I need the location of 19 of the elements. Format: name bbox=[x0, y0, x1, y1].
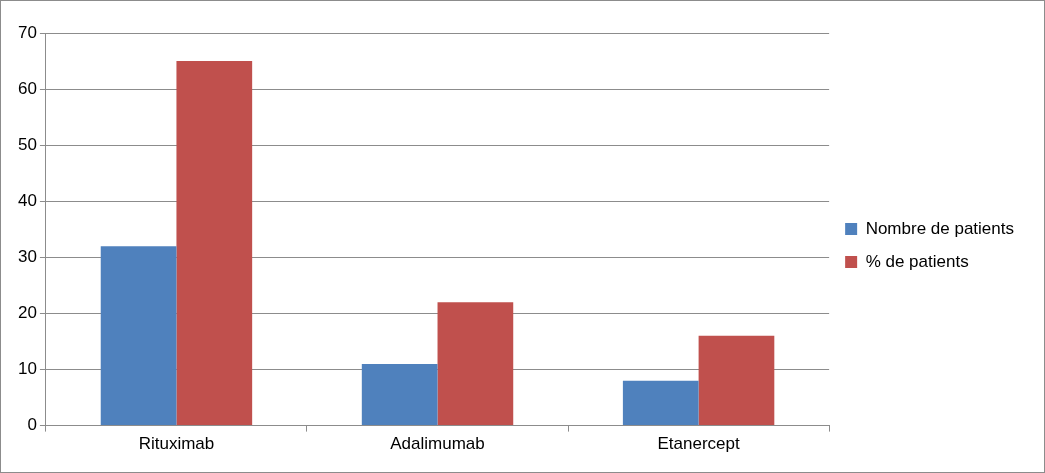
y-tick-label: 20 bbox=[17, 303, 37, 323]
y-tick-label: 70 bbox=[17, 22, 37, 42]
bar bbox=[698, 335, 775, 426]
bar bbox=[361, 363, 438, 426]
bar bbox=[437, 302, 514, 426]
y-tick-label: 60 bbox=[17, 78, 37, 98]
y-tick-label: 0 bbox=[27, 415, 37, 435]
y-tick-label: 50 bbox=[17, 134, 37, 154]
y-tick-label: 40 bbox=[17, 190, 37, 210]
bar bbox=[100, 246, 177, 426]
bar bbox=[622, 380, 699, 426]
y-tick-label: 30 bbox=[17, 247, 37, 267]
x-tick-label: Etanercept bbox=[657, 434, 740, 454]
y-tick-label: 10 bbox=[17, 359, 37, 379]
x-tick-label: Rituximab bbox=[138, 434, 215, 454]
legend-label: % de patients bbox=[865, 251, 969, 271]
x-tick-label: Adalimumab bbox=[390, 434, 485, 454]
bar bbox=[176, 61, 253, 426]
legend-label: Nombre de patients bbox=[865, 218, 1015, 238]
